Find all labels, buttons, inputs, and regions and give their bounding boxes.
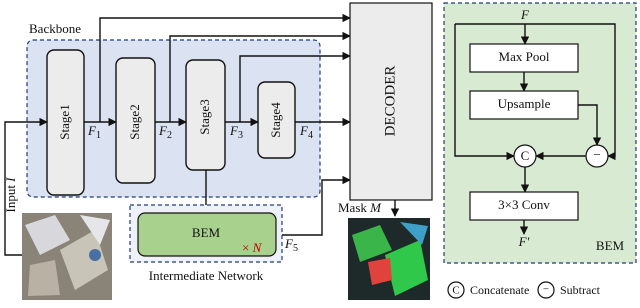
bem-block <box>137 212 277 257</box>
skip-arrow <box>99 13 351 122</box>
mask-var: M <box>369 200 382 215</box>
conv-box <box>469 191 579 221</box>
stage-label: Stage1 <box>57 104 72 139</box>
feature-sub: 4 <box>308 130 313 141</box>
subtract-symbol: − <box>593 147 600 162</box>
arrow <box>454 24 515 161</box>
maxpool-label: Max Pool <box>499 49 550 64</box>
conv-label: 3×3 Conv <box>498 197 550 212</box>
legend-symbol-circle <box>447 281 465 299</box>
bem-label: BEM <box>192 225 221 240</box>
bem-output: F′ <box>518 234 530 249</box>
legend-symbol-circle <box>537 281 555 299</box>
input-label: Input I <box>3 177 18 213</box>
bem-input: F <box>520 7 530 22</box>
times: × <box>242 240 249 255</box>
input-arrow <box>4 117 48 256</box>
mask-text: Mask <box>338 200 367 215</box>
arrow <box>455 23 616 161</box>
feature-sub: 1 <box>96 130 101 141</box>
decoder-label: DECODER <box>382 66 398 137</box>
upsample-label: Upsample <box>498 96 551 111</box>
feature-base: F <box>229 123 239 138</box>
legend-symbol: C <box>452 285 459 297</box>
legend-label: Concatenate <box>470 283 529 297</box>
arrow <box>578 104 602 146</box>
feature-base: F <box>87 123 97 138</box>
decoder-box <box>349 2 433 201</box>
feature-label: F2 <box>158 123 172 141</box>
feature-sub: 2 <box>167 130 172 141</box>
feature-label: F3 <box>229 123 243 141</box>
feature-sub: 5 <box>293 243 298 254</box>
feature-base: F <box>158 123 168 138</box>
input-text: Input <box>3 185 18 213</box>
maxpool-box <box>469 43 579 73</box>
feature-base: F <box>299 123 309 138</box>
input-image <box>22 213 112 300</box>
mask-label: Mask M <box>338 200 382 215</box>
subtract-node <box>585 144 609 168</box>
skip-arrow <box>239 51 351 122</box>
arrow <box>276 175 351 236</box>
feature-label: F1 <box>87 123 101 141</box>
feature-sub: 3 <box>238 130 243 141</box>
feature-label: F5 <box>284 236 298 254</box>
upsample-box <box>469 90 579 120</box>
input-var: I <box>3 177 18 183</box>
stage-label: Stage3 <box>197 99 212 134</box>
feature-label: F4 <box>299 123 313 141</box>
legend-label: Subtract <box>560 283 601 297</box>
bem-panel-title: BEM <box>596 238 625 253</box>
stage-label: Stage4 <box>268 102 283 138</box>
legend-symbol: − <box>543 284 549 296</box>
bem-panel <box>443 2 637 264</box>
skip-arrow <box>169 31 351 122</box>
mask-image <box>348 218 430 300</box>
repeat-var: N <box>252 240 263 255</box>
feature-base: F <box>284 236 294 251</box>
repeat-label: × N <box>242 240 263 255</box>
backbone-title: Backbone <box>29 21 81 36</box>
stage-label: Stage2 <box>127 104 142 139</box>
concat-symbol: C <box>521 148 530 163</box>
intermediate-title: Intermediate Network <box>149 268 264 283</box>
